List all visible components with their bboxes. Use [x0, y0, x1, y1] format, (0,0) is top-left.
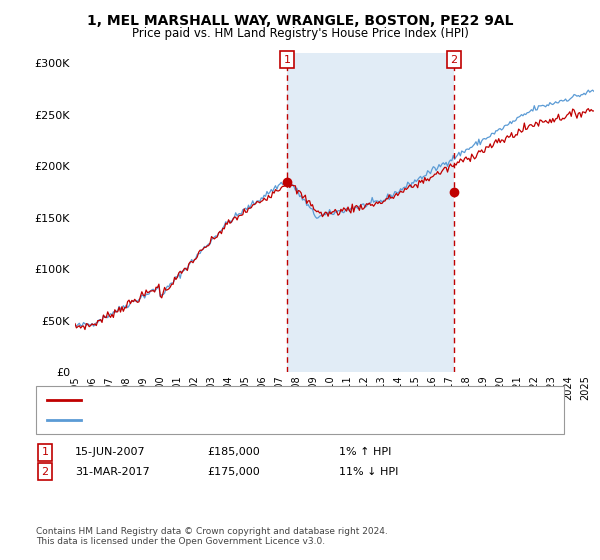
Text: Price paid vs. HM Land Registry's House Price Index (HPI): Price paid vs. HM Land Registry's House …: [131, 27, 469, 40]
Text: 1: 1: [284, 55, 290, 65]
Text: 2: 2: [450, 55, 457, 65]
Text: 2: 2: [41, 466, 49, 477]
Text: 11% ↓ HPI: 11% ↓ HPI: [339, 466, 398, 477]
Text: 1, MEL MARSHALL WAY, WRANGLE, BOSTON, PE22 9AL: 1, MEL MARSHALL WAY, WRANGLE, BOSTON, PE…: [87, 14, 513, 28]
Text: 31-MAR-2017: 31-MAR-2017: [75, 466, 150, 477]
Text: £185,000: £185,000: [207, 447, 260, 458]
Text: £175,000: £175,000: [207, 466, 260, 477]
Text: 1, MEL MARSHALL WAY, WRANGLE, BOSTON, PE22 9AL (detached house): 1, MEL MARSHALL WAY, WRANGLE, BOSTON, PE…: [87, 395, 466, 405]
Text: HPI: Average price, detached house, Boston: HPI: Average price, detached house, Bost…: [87, 415, 316, 424]
Text: Contains HM Land Registry data © Crown copyright and database right 2024.
This d: Contains HM Land Registry data © Crown c…: [36, 526, 388, 546]
Bar: [287, 53, 454, 372]
Text: 1: 1: [41, 447, 49, 458]
Text: 15-JUN-2007: 15-JUN-2007: [75, 447, 146, 458]
Text: 1% ↑ HPI: 1% ↑ HPI: [339, 447, 391, 458]
